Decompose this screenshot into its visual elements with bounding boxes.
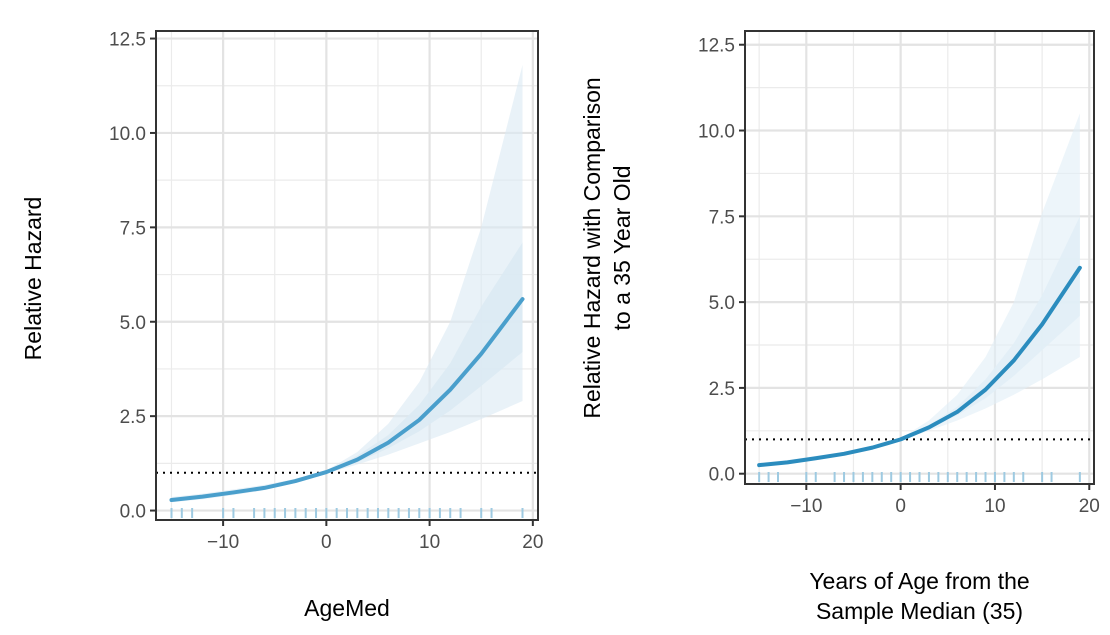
- right-chart-panel: 0.0 2.5 5.0 7.5 10.0 12.5 −10 0 10 20 Years of A…: [579, 30, 1100, 624]
- y-axis-title: Relative Hazard: [20, 197, 46, 361]
- x-tick-label: 0: [321, 532, 332, 553]
- hazard-curve: [169, 297, 525, 502]
- x-tick-label: −10: [207, 532, 239, 553]
- y-tick-label: 0.0: [709, 465, 735, 486]
- y-tick-label: 2.5: [709, 379, 735, 400]
- y-tick-label: 10.0: [109, 124, 146, 145]
- y-tick-label: 2.5: [120, 407, 146, 428]
- confidence-bands: [171, 64, 523, 503]
- inner-confidence-band: [759, 216, 1080, 467]
- y-tick-label: 5.0: [709, 293, 735, 314]
- plot-frame: [155, 30, 539, 521]
- hazard-curve: [757, 265, 1082, 468]
- y-tick-label: 7.5: [709, 207, 735, 228]
- y-tick-label: 7.5: [120, 218, 146, 239]
- left-chart-panel: 0.0 2.5 5.0 7.5 10.0 12.5 −10 0 10 20 AgeMed Rel…: [20, 30, 543, 621]
- confidence-bands: [759, 113, 1080, 467]
- y-tick-label: 10.0: [698, 122, 735, 143]
- x-axis-title: AgeMed: [304, 595, 390, 621]
- x-axis-title-line-2: Sample Median (35): [816, 598, 1023, 624]
- y-tick-label: 5.0: [120, 313, 146, 334]
- y-axis-ticks: 0.0 2.5 5.0 7.5 10.0 12.5: [109, 30, 156, 523]
- y-tick-label: 0.0: [120, 502, 146, 523]
- x-tick-label: −10: [790, 496, 822, 517]
- x-tick-label: 20: [522, 532, 543, 553]
- rug-marks: [170, 508, 524, 518]
- inner-confidence-band: [171, 242, 523, 502]
- y-axis-title-line-1: Relative Hazard with Comparison: [579, 77, 605, 418]
- y-tick-label: 12.5: [109, 30, 146, 51]
- x-axis-title-line-1: Years of Age from the: [809, 568, 1029, 594]
- x-tick-label: 0: [895, 496, 906, 517]
- x-tick-label: 10: [984, 496, 1005, 517]
- rug-marks: [758, 472, 1081, 482]
- x-tick-label: 10: [419, 532, 440, 553]
- x-tick-label: 20: [1079, 496, 1100, 517]
- x-axis-ticks: −10 0 10 20: [790, 484, 1100, 517]
- y-tick-label: 12.5: [698, 36, 735, 57]
- y-axis-title-line-2: to a 35 Year Old: [609, 166, 635, 331]
- plot-frame: [744, 30, 1095, 485]
- x-axis-ticks: −10 0 10 20: [207, 520, 543, 553]
- y-axis-ticks: 0.0 2.5 5.0 7.5 10.0 12.5: [698, 36, 745, 486]
